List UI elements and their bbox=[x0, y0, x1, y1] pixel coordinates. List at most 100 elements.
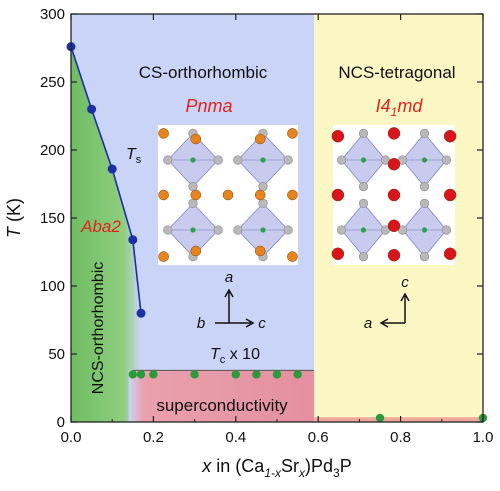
p-atom bbox=[360, 157, 367, 163]
ts-series-label: Ts bbox=[126, 146, 142, 166]
pd-atom bbox=[163, 225, 173, 235]
cation-atom bbox=[387, 248, 401, 262]
tc-point bbox=[231, 370, 240, 379]
cation-atom bbox=[331, 247, 345, 261]
pd-atom bbox=[441, 225, 452, 235]
cation-atom bbox=[443, 129, 457, 143]
y-tick-label: 50 bbox=[48, 346, 65, 363]
i41md-label: I41md bbox=[376, 96, 424, 119]
pd-atom bbox=[419, 198, 430, 208]
cation-atom bbox=[443, 247, 457, 261]
tc-point bbox=[128, 370, 137, 379]
region-ncs-orthorhombic bbox=[71, 46, 142, 422]
pd-atom bbox=[188, 198, 198, 208]
cation-atom bbox=[443, 188, 457, 202]
y-tick-label: 300 bbox=[40, 6, 65, 23]
cation-atom bbox=[158, 251, 169, 262]
cs-orthorhombic-label: CS-orthorhombic bbox=[139, 63, 268, 82]
tc-point bbox=[293, 370, 302, 379]
superconductivity-label: superconductivity bbox=[156, 396, 288, 415]
pd-atom bbox=[283, 225, 293, 235]
region-superconductivity bbox=[128, 370, 315, 422]
cation-atom bbox=[331, 188, 345, 202]
cation-atom bbox=[387, 127, 401, 140]
ts-point bbox=[136, 308, 146, 318]
tc-point bbox=[272, 370, 282, 379]
x-tick-label: 0.2 bbox=[143, 429, 164, 446]
pd-atom bbox=[441, 155, 452, 165]
pd-atom bbox=[336, 225, 347, 235]
axis-a-left: a bbox=[225, 269, 233, 286]
y-tick-label: 250 bbox=[40, 74, 65, 91]
tc-point bbox=[136, 370, 146, 379]
x-tick-label: 0.0 bbox=[61, 429, 82, 446]
pd-atom bbox=[258, 198, 268, 208]
pd-atom bbox=[419, 128, 430, 138]
cation-atom bbox=[190, 245, 202, 257]
cation-atom bbox=[331, 129, 345, 143]
p-atom bbox=[260, 227, 266, 233]
pd-atom bbox=[233, 155, 243, 165]
tc-point bbox=[252, 370, 261, 379]
pd-atom bbox=[283, 155, 293, 165]
p-atom bbox=[260, 157, 266, 163]
tc-point bbox=[190, 370, 199, 379]
pd-atom bbox=[358, 198, 369, 208]
x-tick-label: 0.4 bbox=[225, 429, 246, 446]
crystal-structure-i41md bbox=[331, 125, 457, 265]
ts-point bbox=[107, 164, 117, 174]
y-axis-ticks: 0 50 100 150 200 250 300 bbox=[40, 6, 483, 431]
axis-c-right: c bbox=[401, 274, 409, 291]
p-atom bbox=[360, 227, 367, 233]
p-atom bbox=[190, 157, 196, 163]
cation-atom bbox=[158, 128, 169, 139]
pd-atom bbox=[213, 225, 223, 235]
cation-atom bbox=[190, 189, 202, 201]
region-superconductivity-tetragonal bbox=[314, 417, 483, 422]
axis-c-left: c bbox=[258, 315, 266, 332]
x-tick-label: 1.0 bbox=[473, 429, 494, 446]
cation-atom bbox=[254, 245, 266, 257]
pd-atom bbox=[419, 182, 430, 192]
ncs-orthorhombic-label: NCS-orthorhombic bbox=[90, 262, 107, 394]
cation-atom bbox=[287, 189, 298, 201]
y-tick-label: 150 bbox=[40, 210, 65, 227]
p-atom bbox=[190, 227, 196, 233]
x-tick-label: 0.6 bbox=[308, 429, 329, 446]
pd-atom bbox=[233, 225, 243, 235]
y-tick-label: 0 bbox=[57, 414, 65, 431]
cation-atom bbox=[222, 189, 234, 201]
tc-point bbox=[375, 413, 385, 423]
tc-series bbox=[128, 369, 488, 423]
p-atom bbox=[421, 227, 428, 233]
pnma-label: Pnma bbox=[185, 96, 232, 116]
ncs-tetragonal-label: NCS-tetragonal bbox=[338, 63, 455, 82]
cation-atom bbox=[254, 189, 266, 201]
x-axis-label: x in (Ca1-xSrx)Pd3P bbox=[201, 456, 351, 480]
pd-atom bbox=[358, 128, 369, 138]
y-tick-label: 100 bbox=[40, 278, 65, 295]
pd-atom bbox=[336, 155, 347, 165]
x-tick-label: 0.8 bbox=[390, 429, 411, 446]
tc-point bbox=[149, 370, 158, 379]
pd-atom bbox=[188, 182, 198, 192]
axis-a-right: a bbox=[364, 315, 372, 332]
cation-atom bbox=[387, 219, 401, 233]
crystal-axes-left bbox=[215, 288, 255, 328]
cation-atom bbox=[190, 133, 202, 145]
cation-atom bbox=[158, 189, 169, 201]
x-axis-ticks: 0.0 0.2 0.4 0.6 0.8 1.0 bbox=[61, 14, 494, 446]
crystal-axes-right bbox=[379, 292, 410, 328]
y-axis-label: T (K) bbox=[4, 198, 24, 238]
y-tick-label: 200 bbox=[40, 142, 65, 159]
pd-atom bbox=[419, 252, 430, 262]
p-atom bbox=[421, 157, 428, 163]
axis-b-left: b bbox=[197, 315, 205, 332]
pd-atom bbox=[213, 155, 223, 165]
tc-series-label: Tc x 10 bbox=[210, 346, 260, 366]
cation-atom bbox=[387, 157, 401, 171]
cation-atom bbox=[287, 128, 298, 139]
aba2-label: Aba2 bbox=[80, 217, 121, 236]
pd-atom bbox=[163, 155, 173, 165]
cation-atom bbox=[387, 188, 401, 202]
